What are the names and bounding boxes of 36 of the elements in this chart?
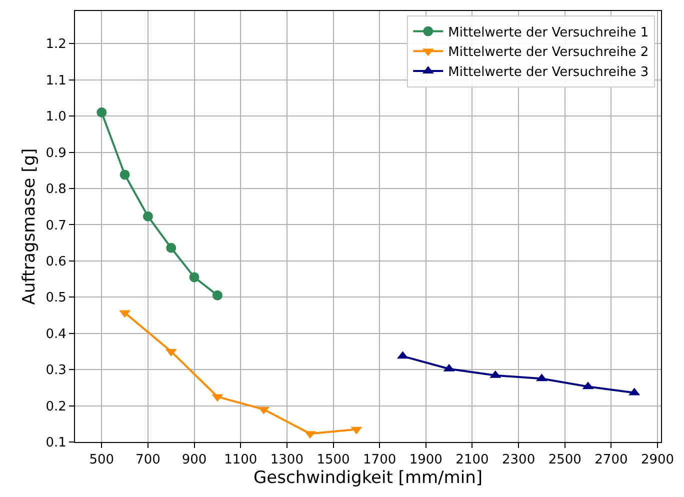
point [212,290,222,300]
point [120,170,130,180]
x-tick-label: 2300 [502,452,536,468]
legend-label: Mittelwerte der Versuchreihe 2 [448,45,649,60]
x-tick-label: 1300 [270,452,304,468]
y-tick-label: 1.0 [46,110,66,125]
y-tick-label: 0.1 [46,436,66,451]
x-tick-label: 500 [89,452,114,468]
x-tick-label: 900 [182,452,207,468]
y-tick-label: 0.5 [46,290,66,306]
x-tick-label: 2900 [640,452,674,468]
x-tick-label: 700 [136,452,160,468]
y-tick-label: 0.2 [46,399,66,414]
y-tick-label: 0.6 [46,254,66,270]
legend-label: Mittelwerte der Versuchreihe 3 [448,65,649,80]
point [166,242,176,253]
x-tick-label: 1900 [409,452,442,468]
point [142,211,153,222]
x-tick-label: 2100 [456,452,489,468]
x-tick-label: 2700 [594,452,628,468]
y-tick-label: 0.7 [46,218,66,234]
y-tick-label: 0.4 [46,326,66,342]
point [96,107,107,118]
y-tick-label: 1.2 [46,37,66,52]
y-tick-label: 0.9 [46,146,66,161]
x-tick-label: 1700 [363,452,396,468]
y-tick-label: 1.1 [46,73,66,88]
x-tick-label: 1500 [316,452,350,468]
y-tick-label: 0.8 [46,182,66,198]
x-axis-title: Geschwindigkeit [mm/min] [254,468,482,488]
x-tick-label: 1100 [224,452,258,468]
x-tick-label: 2500 [548,452,582,468]
legend-label: Mittelwerte der Versuchreihe 1 [448,25,649,40]
y-axis-title: Auftragsmasse [g] [19,148,40,305]
point [189,272,200,282]
y-tick-label: 0.3 [46,363,66,378]
